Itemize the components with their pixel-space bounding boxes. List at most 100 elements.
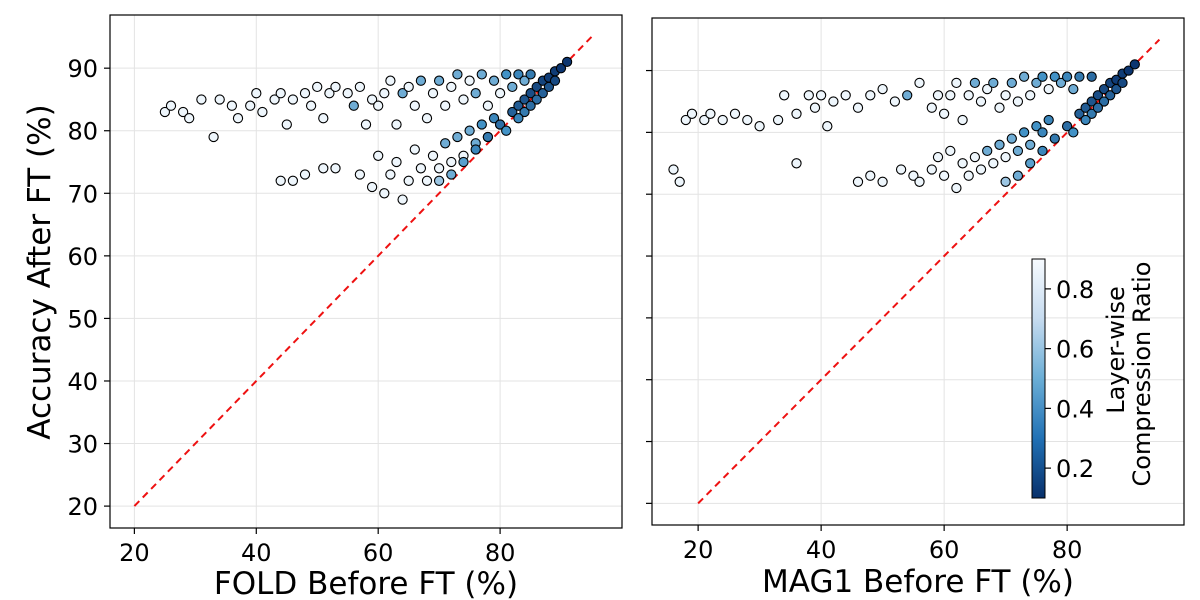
left-scatter-point bbox=[494, 88, 506, 99]
left-x-tick-label: 40 bbox=[241, 539, 272, 567]
right-scatter-point bbox=[1105, 90, 1116, 101]
right-scatter-point bbox=[932, 151, 944, 163]
left-scatter-point bbox=[440, 100, 451, 111]
left-panel: 20 40 60 80 20 30 40 50 60 70 80 90 FOLD Before FT … bbox=[22, 14, 623, 600]
left-scatter-point bbox=[299, 88, 311, 99]
right-scatter-point bbox=[1068, 127, 1079, 138]
left-scatter-point bbox=[458, 94, 469, 105]
right-scatter-point bbox=[1025, 158, 1036, 169]
left-scatter-point bbox=[427, 150, 439, 161]
right-scatter-point bbox=[1074, 108, 1085, 119]
left-scatter-point bbox=[525, 69, 536, 80]
right-scatter-point bbox=[1117, 77, 1128, 89]
left-scatter-point bbox=[476, 119, 487, 130]
left-scatter-point bbox=[464, 75, 475, 86]
right-scatter-point bbox=[1092, 90, 1104, 101]
right-scatter-point bbox=[742, 114, 753, 126]
right-scatter-point bbox=[877, 176, 888, 187]
colorbar-gradient bbox=[1031, 258, 1046, 499]
left-scatter-point bbox=[257, 106, 268, 118]
left-plot-frame bbox=[109, 14, 623, 529]
right-scatter-point bbox=[1086, 108, 1097, 119]
left-scatter-point bbox=[501, 69, 512, 80]
left-scatter-point bbox=[287, 175, 299, 186]
right-scatter-point bbox=[668, 164, 679, 175]
right-scatter-point bbox=[951, 77, 962, 89]
right-scatter-point bbox=[975, 164, 987, 175]
right-scatter-point bbox=[938, 170, 950, 181]
right-x-tick-label: 20 bbox=[683, 536, 714, 564]
right-scatter-point bbox=[1031, 77, 1042, 89]
left-scatter-point bbox=[403, 81, 414, 93]
right-scatter-point bbox=[945, 90, 956, 101]
right-x-tick-label: 40 bbox=[806, 536, 837, 564]
left-y-tick-label: 60 bbox=[67, 243, 98, 271]
right-panel: 20 40 60 80 MAG1 Before FT (%) bbox=[646, 17, 1185, 600]
left-scatter-point bbox=[415, 75, 427, 86]
right-scatter-point bbox=[1068, 83, 1079, 95]
right-scatter-point bbox=[865, 90, 876, 101]
right-x-tick-label: 60 bbox=[929, 536, 960, 564]
colorbar-tick-label: 0.6 bbox=[1056, 336, 1094, 364]
left-scatter-point bbox=[421, 175, 433, 186]
left-scatter-point bbox=[476, 69, 487, 80]
right-scatter-point bbox=[1000, 151, 1011, 163]
right-scatter-point bbox=[994, 102, 1005, 113]
right-scatter-point bbox=[1074, 71, 1085, 82]
left-scatter-point bbox=[513, 113, 524, 124]
right-scatter-point bbox=[1080, 102, 1091, 113]
right-scatter-point bbox=[951, 182, 962, 194]
right-scatter-point bbox=[975, 96, 987, 107]
right-scatter-point bbox=[1111, 83, 1122, 95]
right-scatter-point bbox=[1000, 176, 1011, 187]
right-scatter-point bbox=[1086, 71, 1097, 82]
left-scatter-point bbox=[373, 150, 384, 161]
left-scatter-point bbox=[354, 169, 366, 180]
right-scatter-point bbox=[969, 77, 981, 89]
left-scatter-point bbox=[379, 88, 390, 99]
right-scatter-point bbox=[1012, 96, 1024, 107]
left-scatter-point bbox=[488, 75, 500, 86]
right-scatter-point bbox=[791, 108, 802, 119]
left-scatter-point bbox=[433, 175, 445, 186]
left-scatter-point bbox=[513, 100, 524, 111]
right-scatter-point bbox=[1037, 127, 1048, 138]
right-scatter-point bbox=[932, 90, 944, 101]
right-scatter-point bbox=[1043, 83, 1054, 95]
right-scatter-point bbox=[729, 108, 741, 119]
left-scatter-point bbox=[519, 75, 530, 86]
left-scatter-point bbox=[415, 163, 427, 174]
left-scatter-point bbox=[373, 100, 384, 111]
right-scatter-point bbox=[1092, 102, 1104, 113]
left-scatter-point bbox=[427, 88, 439, 99]
left-scatter-point bbox=[184, 113, 195, 124]
right-x-tick-label: 80 bbox=[1052, 536, 1083, 564]
left-scatter-point bbox=[440, 138, 451, 149]
left-scatter-point bbox=[397, 194, 408, 205]
right-scatter-point bbox=[982, 83, 993, 95]
right-scatter-point bbox=[908, 170, 919, 181]
left-y-tick-label: 50 bbox=[67, 305, 98, 333]
left-scatter-point bbox=[421, 113, 433, 124]
left-scatter-point bbox=[299, 169, 311, 180]
left-scatter-point bbox=[482, 100, 494, 111]
colorbar-tick-label: 0.8 bbox=[1056, 276, 1094, 304]
right-scatter-point bbox=[822, 121, 833, 132]
right-scatter-point bbox=[877, 83, 888, 95]
left-scatter-point bbox=[446, 169, 457, 180]
left-scatter-point bbox=[525, 88, 536, 99]
left-x-tick-label: 60 bbox=[363, 539, 394, 567]
right-scatter-point bbox=[926, 164, 937, 175]
left-scatter-point bbox=[269, 94, 280, 105]
left-scatter-point bbox=[342, 88, 353, 99]
right-scatter-point bbox=[705, 108, 716, 119]
right-scatter-point bbox=[1025, 139, 1036, 150]
left-scatter-point bbox=[446, 156, 457, 168]
right-scatter-point bbox=[699, 114, 710, 126]
right-scatter-point bbox=[1000, 90, 1011, 101]
left-y-tick-label: 30 bbox=[67, 431, 98, 459]
right-scatter-point bbox=[809, 102, 821, 113]
left-y-tick-label: 90 bbox=[67, 55, 98, 83]
left-scatter-point bbox=[537, 88, 548, 99]
left-scatter-point bbox=[561, 56, 573, 68]
